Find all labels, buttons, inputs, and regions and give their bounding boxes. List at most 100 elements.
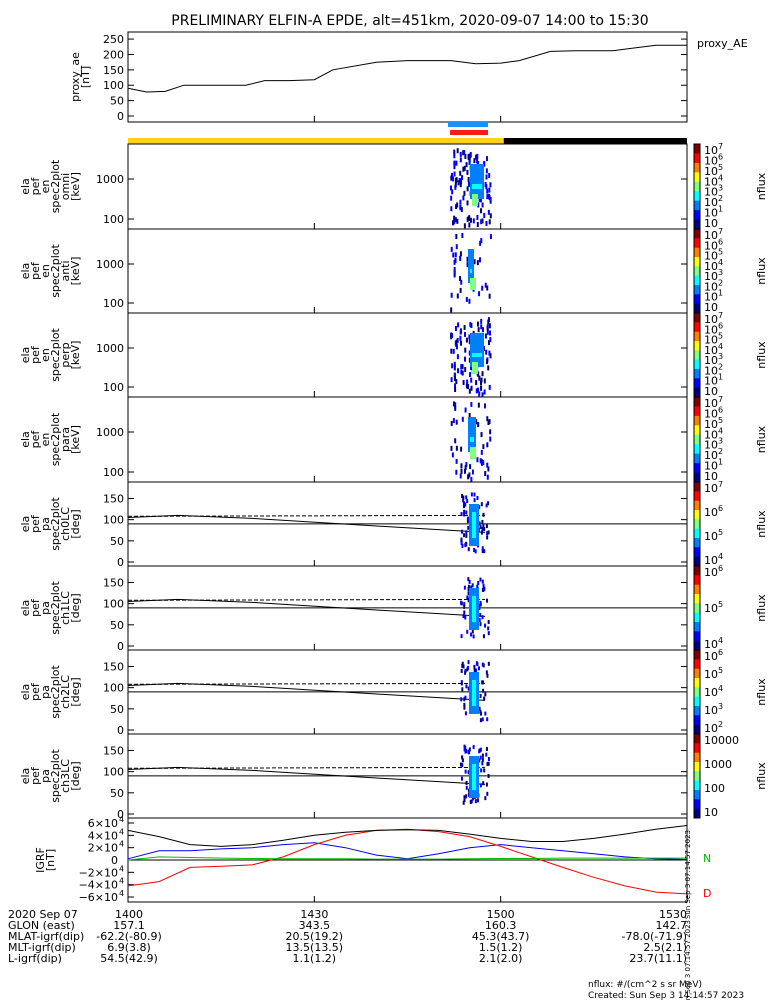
ch1-ylabel-line: spec2plot [49,581,62,635]
omni-pixel [467,177,470,183]
ch2-cb-tick: 10 [704,722,718,735]
perp-pixel [468,357,471,363]
ch3-pixel [470,799,473,804]
ch3-colorbar-band [694,762,700,772]
omni-cb-tick: 10 [704,186,718,199]
perp-cb-tick: 10 [704,334,718,347]
omni-pixel [451,189,454,195]
anti-cb-tick: 10 [704,280,718,293]
ch0-pixel [463,512,466,517]
bottom-row-value: 2.5(2.1) [643,941,687,954]
ch3-cb-tick: 10000 [704,734,739,747]
omni-pixel [483,212,486,218]
anti-pixel [484,282,487,288]
omni-pixel [458,178,461,184]
ch1-core-hi [472,596,476,622]
anti-ylabel-line: [keV] [69,257,82,286]
omni-pixel [453,149,456,155]
ch2-pixel [474,668,477,673]
ch0-ytick-label: 100 [103,514,124,527]
perp-ylabel-line: spec2plot [49,328,62,382]
perp-colorbar: nflux [693,312,768,398]
anti-colorbar-band [694,238,700,249]
ch2-pixel [463,705,466,710]
omni-pixel [489,198,492,204]
ch2-colorbar-band [694,715,700,726]
para-colorbar-band [694,397,700,407]
anti-pixel [460,279,463,285]
perp-pixel [468,388,471,394]
para-pixel [470,401,473,407]
ch2-cb-tick: 10 [704,704,718,717]
ch0-cb-exp: 7 [718,480,723,489]
anti-ylabel-line: en [39,264,52,278]
para-pixel [455,469,458,475]
ch2-pixel [465,684,468,689]
para-pixel [450,445,453,451]
ch1-colorbar-band [694,603,700,614]
omni-pixel [486,156,489,162]
ch1-pixel [467,584,470,589]
ch0-ytick-label: 50 [110,535,124,548]
ch1-pixel [467,587,470,592]
omni-pixel [476,153,479,159]
ch1-cb-exp: 6 [718,564,723,573]
ch0-colorbar-band [694,547,700,558]
ch1-pixel [478,603,481,608]
perp-pixel [486,359,489,365]
para-pixel [480,432,483,438]
ch1-ytick-label: 150 [103,576,124,589]
igrf-legend-d: D [703,887,711,900]
perp-pixel [488,323,491,329]
omni-colorbar-band [694,144,700,154]
ch2-colorbar-band [694,668,700,679]
ch2-ylabel-line: pef [29,682,42,701]
perp-pixel [483,378,486,384]
para-pixel [480,449,483,455]
para-pixel [455,419,458,425]
bottom-row-value: 1.1(1.2) [293,952,337,965]
perp-pixel [477,387,480,393]
ch1-pixel [481,615,484,620]
ch0-pixel [482,512,485,517]
ch3-colorbar-band [694,808,700,819]
ch3-pixel [485,782,488,787]
para-pixel [479,458,482,464]
para-ytick-label: 100 [103,466,124,479]
ch3-pixel [474,799,477,804]
side-stamp-1: Sun Sep 3 07:14:57 2023 [684,830,692,919]
ch0-pixel [465,533,468,538]
ch3-pixel [463,795,466,800]
para-pixel [465,462,468,468]
anti-cb-tick: 10 [704,301,718,314]
omni-ylabel-line: ela [19,178,32,195]
omni-pixel [450,206,453,212]
anti-pixel [459,287,462,293]
ch1-pixel [463,602,466,607]
ch0-ylabel-line: [deg] [69,509,82,538]
anti-cb-exp: 3 [718,268,723,277]
omni-pixel [460,178,463,184]
ch3-colorbar-band [694,752,700,763]
ch2-colorbar-band [694,650,700,660]
ch3-colorbar-band [694,790,700,800]
anti-pixel [459,255,462,261]
ch2-pixel [473,664,476,669]
para-pixel [477,422,480,428]
para-pixel [460,463,463,469]
ch2-cb-exp: 4 [718,684,723,693]
perp-pixel [477,371,480,377]
ch2-ytick-label: 50 [110,703,124,716]
anti-spectrogram [450,233,492,313]
ch2-pixel [460,697,463,702]
ch2-pixel [460,668,463,673]
ch2-pixel [477,666,480,671]
ch0-pixel [470,492,473,497]
ch3-pixel [465,748,468,753]
omni-pixel [487,209,490,215]
para-pixel [451,452,454,458]
omni-pixel [468,222,471,228]
ch3-pixel [478,758,481,763]
ch1-pixel [479,577,482,582]
